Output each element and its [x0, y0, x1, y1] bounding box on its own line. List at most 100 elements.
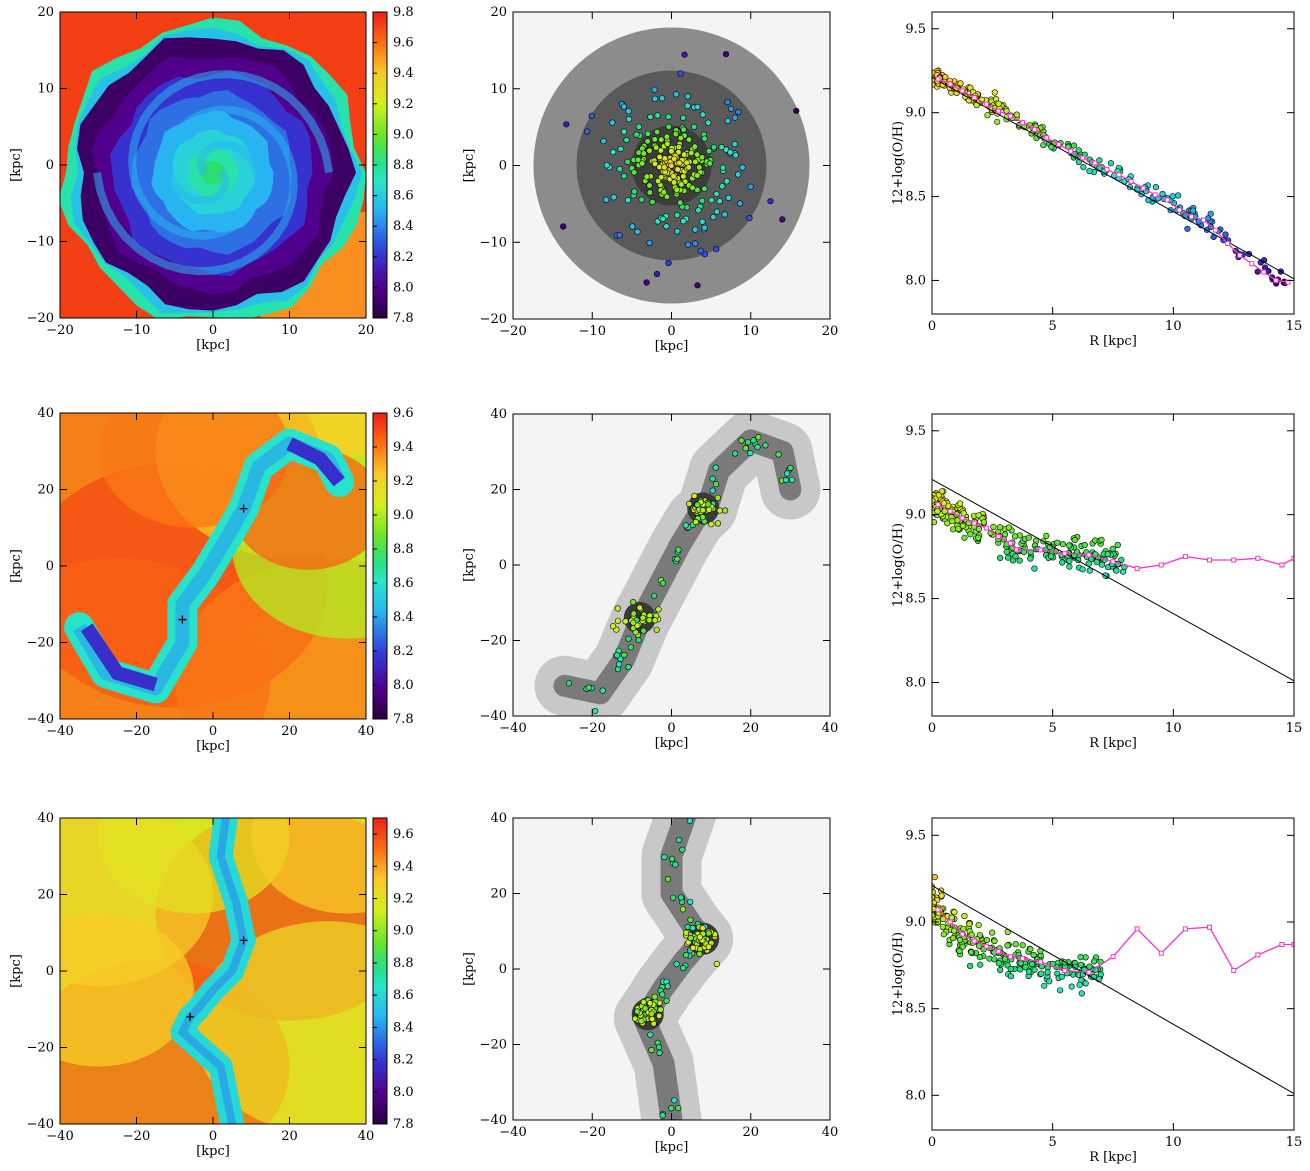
binned-profile-marker — [935, 76, 941, 82]
star-forming-region — [670, 179, 678, 186]
y-tick-label: 8.5 — [905, 592, 926, 607]
binned-profile-marker — [1007, 540, 1013, 546]
x-tick-label: −20 — [123, 1129, 150, 1144]
metallicity-map — [60, 12, 366, 318]
region-point — [1022, 964, 1029, 971]
star-forming-region — [739, 164, 746, 171]
binned-profile-marker — [995, 949, 1001, 954]
panel-row2-col1: 7.8 8.0 8.2 8.4 8.6 8.8 9.0 9.2 9.4 9.6 −40 −20 0 20 4… — [9, 406, 414, 754]
colorbar-tick-label: 9.2 — [393, 474, 414, 489]
binned-profile-marker — [1140, 185, 1146, 191]
region-point — [997, 966, 1004, 974]
metallicity-map — [60, 818, 366, 1124]
star-forming-region — [659, 215, 666, 223]
binned-profile-marker — [1116, 172, 1122, 178]
map-blob — [60, 913, 194, 1067]
star-forming-region — [699, 218, 706, 225]
x-tick-label: 10 — [281, 323, 298, 338]
binned-profile-marker — [983, 525, 989, 531]
star-forming-region — [687, 934, 694, 942]
binned-profile-marker — [1279, 942, 1285, 947]
colorbar-tick-label: 7.8 — [393, 1117, 414, 1132]
x-axis-label: [kpc] — [655, 736, 689, 751]
binned-profile-marker — [971, 520, 977, 526]
region-point — [991, 89, 998, 96]
x-tick-label: 5 — [1049, 319, 1057, 334]
star-forming-region — [631, 169, 638, 176]
colorbar-tick-label: 8.6 — [393, 576, 414, 591]
star-forming-region — [673, 960, 680, 968]
star-forming-region — [705, 119, 712, 126]
y-tick-label: 10 — [37, 82, 54, 97]
region-point — [1012, 553, 1019, 560]
y-tick-label: 0 — [46, 559, 54, 574]
x-tick-label: 0 — [209, 323, 217, 338]
star-forming-region — [653, 626, 660, 633]
region-point — [1031, 966, 1038, 973]
star-forming-region — [649, 1015, 656, 1023]
region-point — [1027, 555, 1034, 562]
binned-profile-marker — [995, 108, 1001, 114]
x-tick-label: −20 — [579, 1125, 606, 1140]
colorbar-tick-label: 9.4 — [393, 440, 414, 455]
star-forming-region — [640, 998, 647, 1006]
y-tick-label: 9.5 — [905, 828, 926, 843]
binned-profile-marker — [1261, 269, 1267, 275]
star-forming-region — [663, 223, 670, 230]
binned-profile-marker — [1291, 555, 1294, 561]
star-forming-region — [682, 929, 690, 936]
region-point — [995, 100, 1002, 107]
region-point — [1070, 142, 1078, 149]
region-point — [1043, 532, 1050, 540]
panel-row1-col1: 7.8 8.0 8.2 8.4 8.6 8.8 9.0 9.2 9.4 9.6 9.8 −20 −10 0… — [9, 5, 414, 353]
binned-profile-marker — [1213, 227, 1219, 233]
binned-profile-marker — [1020, 120, 1025, 126]
star-forming-region — [716, 198, 723, 205]
star-forming-region — [643, 173, 650, 180]
x-tick-label: 20 — [822, 324, 839, 339]
star-forming-region — [731, 141, 738, 148]
y-tick-label: 40 — [37, 406, 54, 421]
region-point — [938, 892, 945, 899]
star-forming-region — [674, 228, 681, 235]
star-forming-region — [651, 160, 659, 167]
region-point — [1222, 231, 1229, 238]
region-point — [1174, 192, 1182, 199]
binned-profile-marker — [1038, 959, 1044, 965]
star-forming-region — [639, 160, 646, 167]
binned-profile-marker — [1110, 954, 1116, 960]
region-point — [957, 80, 964, 87]
star-forming-region — [762, 442, 769, 449]
x-axis-label: [kpc] — [655, 339, 689, 354]
x-tick-label: 0 — [928, 721, 936, 736]
region-point — [1113, 567, 1120, 574]
star-forming-region — [701, 224, 708, 231]
region-point — [1078, 990, 1085, 997]
y-axis-label: [kpc] — [9, 148, 24, 182]
y-tick-label: −20 — [480, 312, 507, 327]
y-axis-label: [kpc] — [462, 548, 477, 582]
star-forming-region — [691, 492, 698, 500]
region-point — [932, 874, 938, 881]
region-point — [1077, 953, 1084, 961]
star-forming-region — [630, 619, 637, 626]
star-forming-region — [689, 184, 696, 191]
binned-profile-marker — [1104, 167, 1110, 173]
star-forming-region — [620, 103, 628, 110]
star-forming-region — [651, 95, 659, 102]
star-forming-region — [701, 251, 709, 258]
region-point — [959, 522, 967, 529]
y-axis-label: [kpc] — [462, 149, 477, 183]
y-tick-label: −20 — [27, 1041, 54, 1056]
star-forming-region — [634, 1008, 641, 1015]
y-tick-label: 40 — [490, 407, 507, 422]
colorbar-tick-label: 8.0 — [393, 1085, 414, 1100]
colorbar-tick-label: 9.6 — [393, 406, 414, 421]
star-forming-region — [609, 119, 616, 126]
region-point — [1058, 973, 1065, 980]
colorbar-tick-label: 8.0 — [393, 280, 414, 295]
binned-profile-marker — [995, 534, 1001, 539]
region-point — [1041, 982, 1048, 989]
panel-row2-col2: −40 −20 0 20 40 −40 −20 0 20 40 [kpc] [kpc] — [462, 407, 838, 751]
y-tick-label: 0 — [499, 558, 507, 573]
